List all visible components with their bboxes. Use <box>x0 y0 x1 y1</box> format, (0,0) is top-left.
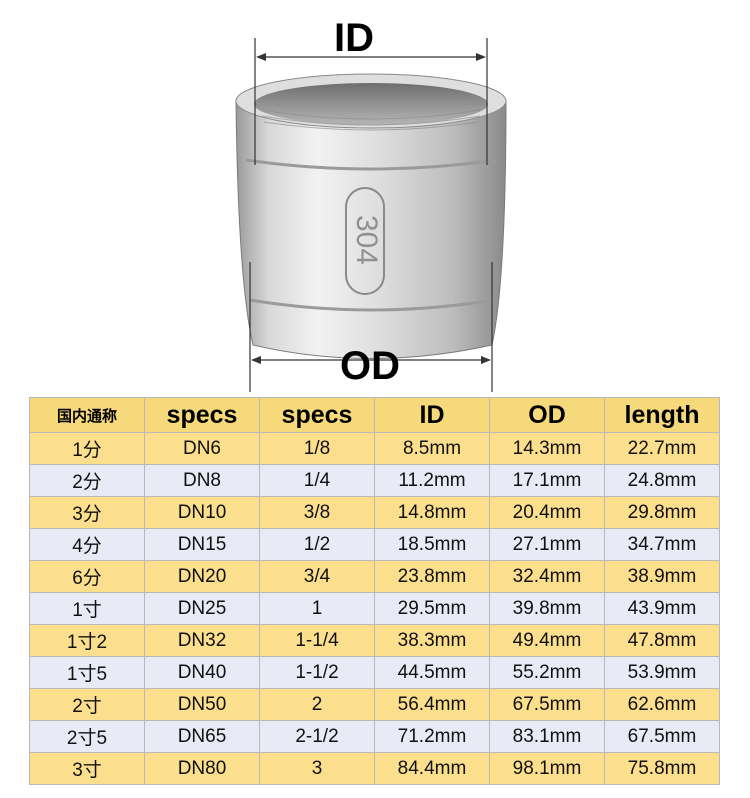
coupling-figure: 304 <box>235 38 507 392</box>
table-row: 1寸 DN25 1 29.5mm 39.8mm 43.9mm <box>29 592 720 625</box>
cell-length: 47.8mm <box>604 624 720 657</box>
material-stamp: 304 <box>345 187 385 295</box>
cell-length: 24.8mm <box>604 464 720 497</box>
cell-length: 75.8mm <box>604 752 720 785</box>
table-row: 3寸 DN80 3 84.4mm 98.1mm 75.8mm <box>29 752 720 785</box>
cell-id: 84.4mm <box>374 752 490 785</box>
cell-od: 67.5mm <box>489 688 605 721</box>
coupling-body: 304 <box>235 73 507 359</box>
cell-dn: DN32 <box>144 624 260 657</box>
cell-domestic-name: 2分 <box>29 464 145 497</box>
cell-dn: DN50 <box>144 688 260 721</box>
cell-id: 18.5mm <box>374 528 490 561</box>
cell-inch: 1/8 <box>259 432 375 465</box>
cell-od: 32.4mm <box>489 560 605 593</box>
cell-id: 14.8mm <box>374 496 490 529</box>
table-row: 2分 DN8 1/4 11.2mm 17.1mm 24.8mm <box>29 464 720 497</box>
header-domestic-name: 国内通称 <box>29 397 145 433</box>
cell-domestic-name: 1分 <box>29 432 145 465</box>
table-row: 1分 DN6 1/8 8.5mm 14.3mm 22.7mm <box>29 432 720 465</box>
cell-length: 34.7mm <box>604 528 720 561</box>
id-label: ID <box>334 16 374 60</box>
od-dimension-line <box>249 262 493 392</box>
od-label: OD <box>340 344 400 388</box>
cell-od: 49.4mm <box>489 624 605 657</box>
table-row: 2寸5 DN65 2-1/2 71.2mm 83.1mm 67.5mm <box>29 720 720 753</box>
header-length: length <box>604 397 720 433</box>
cell-id: 29.5mm <box>374 592 490 625</box>
cell-length: 29.8mm <box>604 496 720 529</box>
cell-id: 23.8mm <box>374 560 490 593</box>
cell-length: 38.9mm <box>604 560 720 593</box>
cell-dn: DN8 <box>144 464 260 497</box>
header-od: OD <box>489 397 605 433</box>
cell-length: 62.6mm <box>604 688 720 721</box>
cell-inch: 1-1/4 <box>259 624 375 657</box>
cell-dn: DN40 <box>144 656 260 689</box>
cell-domestic-name: 6分 <box>29 560 145 593</box>
cell-id: 71.2mm <box>374 720 490 753</box>
table-row: 3分 DN10 3/8 14.8mm 20.4mm 29.8mm <box>29 496 720 529</box>
cell-dn: DN10 <box>144 496 260 529</box>
cell-id: 11.2mm <box>374 464 490 497</box>
cell-inch: 1-1/2 <box>259 656 375 689</box>
cell-id: 8.5mm <box>374 432 490 465</box>
cell-domestic-name: 1寸 <box>29 592 145 625</box>
cell-inch: 3/4 <box>259 560 375 593</box>
table-row: 6分 DN20 3/4 23.8mm 32.4mm 38.9mm <box>29 560 720 593</box>
cell-length: 43.9mm <box>604 592 720 625</box>
table-header-row: 国内通称 specs specs ID OD length <box>29 397 720 433</box>
cell-length: 22.7mm <box>604 432 720 465</box>
cell-domestic-name: 4分 <box>29 528 145 561</box>
cell-dn: DN15 <box>144 528 260 561</box>
cell-length: 53.9mm <box>604 656 720 689</box>
cell-domestic-name: 3分 <box>29 496 145 529</box>
cell-inch: 1 <box>259 592 375 625</box>
cell-inch: 2 <box>259 688 375 721</box>
cell-dn: DN6 <box>144 432 260 465</box>
cell-id: 44.5mm <box>374 656 490 689</box>
header-specs-dn: specs <box>144 397 260 433</box>
cell-dn: DN80 <box>144 752 260 785</box>
cell-od: 14.3mm <box>489 432 605 465</box>
cell-id: 56.4mm <box>374 688 490 721</box>
header-id: ID <box>374 397 490 433</box>
table-row: 1寸5 DN40 1-1/2 44.5mm 55.2mm 53.9mm <box>29 656 720 689</box>
cell-od: 98.1mm <box>489 752 605 785</box>
cell-inch: 3/8 <box>259 496 375 529</box>
spec-table: 国内通称 specs specs ID OD length 1分 DN6 1/8… <box>29 397 720 785</box>
table-row: 1寸2 DN32 1-1/4 38.3mm 49.4mm 47.8mm <box>29 624 720 657</box>
table-row: 4分 DN15 1/2 18.5mm 27.1mm 34.7mm <box>29 528 720 561</box>
cell-domestic-name: 1寸5 <box>29 656 145 689</box>
cell-domestic-name: 2寸 <box>29 688 145 721</box>
cell-domestic-name: 1寸2 <box>29 624 145 657</box>
cell-inch: 1/4 <box>259 464 375 497</box>
cell-od: 20.4mm <box>489 496 605 529</box>
cell-inch: 1/2 <box>259 528 375 561</box>
cell-dn: DN65 <box>144 720 260 753</box>
header-specs-inch: specs <box>259 397 375 433</box>
cell-domestic-name: 3寸 <box>29 752 145 785</box>
cell-od: 27.1mm <box>489 528 605 561</box>
cell-od: 17.1mm <box>489 464 605 497</box>
cell-inch: 3 <box>259 752 375 785</box>
cell-dn: DN25 <box>144 592 260 625</box>
cell-inch: 2-1/2 <box>259 720 375 753</box>
cell-length: 67.5mm <box>604 720 720 753</box>
cell-od: 55.2mm <box>489 656 605 689</box>
cell-id: 38.3mm <box>374 624 490 657</box>
cell-domestic-name: 2寸5 <box>29 720 145 753</box>
table-row: 2寸 DN50 2 56.4mm 67.5mm 62.6mm <box>29 688 720 721</box>
svg-text:304: 304 <box>350 215 383 265</box>
cell-dn: DN20 <box>144 560 260 593</box>
cell-od: 39.8mm <box>489 592 605 625</box>
cell-od: 83.1mm <box>489 720 605 753</box>
id-dimension-line <box>254 38 488 165</box>
